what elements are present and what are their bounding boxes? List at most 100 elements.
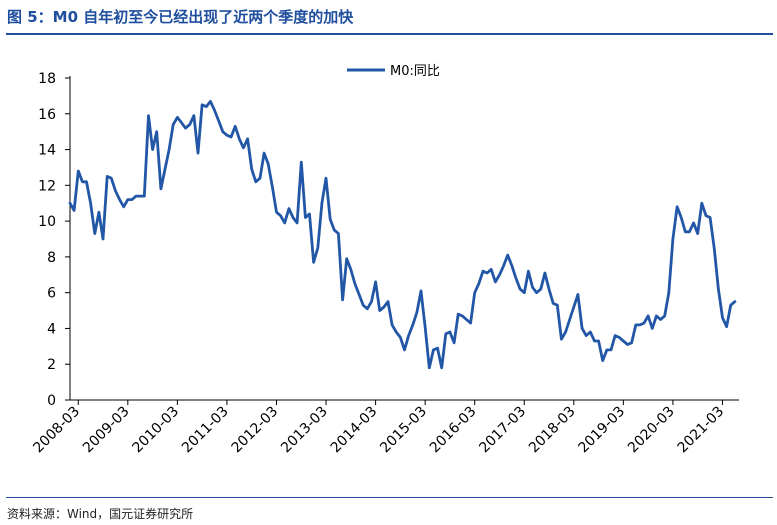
data-point (160, 188, 162, 190)
x-tick-label: 2013-03 (278, 404, 331, 457)
data-point (308, 213, 310, 215)
data-point (709, 216, 711, 218)
data-point (139, 195, 141, 197)
y-tick-label: 16 (38, 107, 56, 123)
data-point (180, 122, 182, 124)
x-tick-label: 2014-03 (328, 404, 381, 457)
data-point (102, 238, 104, 240)
data-point (242, 147, 244, 149)
data-point (333, 229, 335, 231)
y-tick-label: 6 (47, 286, 56, 302)
data-point (292, 216, 294, 218)
data-point (494, 281, 496, 283)
data-point (143, 195, 145, 197)
x-tick-label: 2010-03 (130, 404, 183, 457)
data-point (362, 304, 364, 306)
y-tick-label: 18 (38, 71, 56, 87)
data-point (350, 268, 352, 270)
data-point (263, 152, 265, 154)
y-tick-label: 2 (47, 357, 56, 373)
data-point (201, 104, 203, 106)
data-point (684, 231, 686, 233)
data-point (705, 215, 707, 217)
data-point (449, 331, 451, 333)
data-point (490, 268, 492, 270)
y-tick-label: 8 (47, 250, 56, 266)
data-point (131, 198, 133, 200)
data-point (213, 109, 215, 111)
data-point (465, 318, 467, 320)
data-point (135, 195, 137, 197)
data-point (717, 288, 719, 290)
data-point (255, 181, 257, 183)
y-tick-label: 12 (38, 178, 56, 194)
x-tick-label: 2015-03 (377, 404, 430, 457)
data-point (89, 202, 91, 204)
data-point (461, 315, 463, 317)
data-point (329, 218, 331, 220)
data-point (189, 123, 191, 125)
data-point (655, 315, 657, 317)
legend-label: M0:同比 (390, 64, 440, 79)
data-point (358, 293, 360, 295)
data-point (267, 163, 269, 165)
data-point (395, 331, 397, 333)
data-point (527, 270, 529, 272)
data-point (275, 211, 277, 213)
data-point (511, 265, 513, 267)
data-point (399, 336, 401, 338)
source-note: 资料来源：Wind，国元证券研究所 (7, 507, 194, 521)
data-point (300, 161, 302, 163)
data-point (85, 181, 87, 183)
data-point (556, 304, 558, 306)
data-point (366, 308, 368, 310)
data-point (391, 324, 393, 326)
data-point (585, 334, 587, 336)
data-point (564, 331, 566, 333)
data-point (222, 131, 224, 133)
data-point (94, 232, 96, 234)
data-point (168, 148, 170, 150)
data-point (573, 306, 575, 308)
data-point (218, 120, 220, 122)
data-point (370, 300, 372, 302)
data-point (354, 283, 356, 285)
x-tick-label: 2017-03 (476, 404, 529, 457)
data-point (321, 202, 323, 204)
data-point (668, 292, 670, 294)
data-point (474, 292, 476, 294)
data-point (622, 340, 624, 342)
data-point (226, 134, 228, 136)
data-point (234, 125, 236, 127)
data-point (544, 272, 546, 274)
data-point (593, 340, 595, 342)
data-point (606, 349, 608, 351)
data-point (602, 359, 604, 361)
data-point (69, 202, 71, 204)
data-point (383, 306, 385, 308)
data-point (692, 222, 694, 224)
data-point (507, 254, 509, 256)
data-point (432, 349, 434, 351)
data-point (560, 338, 562, 340)
data-point (118, 198, 120, 200)
figure-title: 图 5：M0 自年初至今已经出现了近两个季度的加快 (7, 8, 354, 26)
data-point (498, 274, 500, 276)
data-point (346, 258, 348, 260)
x-tick-label: 2016-03 (427, 404, 480, 457)
data-point (535, 292, 537, 294)
data-point (420, 290, 422, 292)
y-axis: 0 2 4 6 8 10 12 14 16 18 (38, 71, 71, 409)
data-point (630, 342, 632, 344)
data-point (581, 327, 583, 329)
data-point (635, 324, 637, 326)
data-point (457, 313, 459, 315)
data-point (184, 127, 186, 129)
x-tick-label: 2019-03 (576, 404, 629, 457)
data-point (643, 322, 645, 324)
data-point (279, 215, 281, 217)
y-tick-label: 4 (47, 321, 56, 337)
x-tick-label: 2012-03 (229, 404, 282, 457)
data-point (341, 299, 343, 301)
